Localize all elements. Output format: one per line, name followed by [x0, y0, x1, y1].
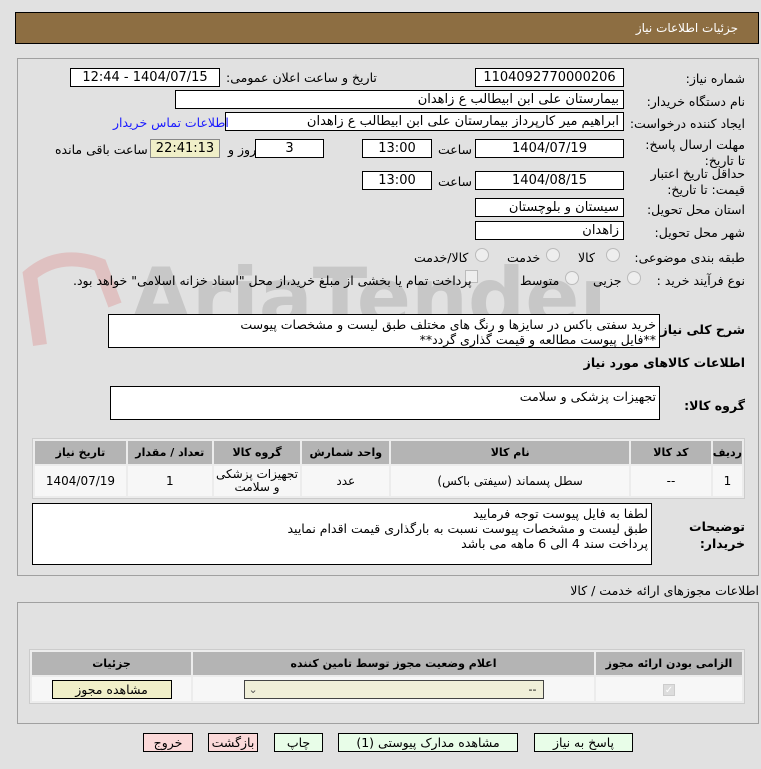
reply-button[interactable]: پاسخ به نیاز [534, 733, 633, 752]
required-checkbox[interactable]: ✓ [663, 684, 675, 696]
col-qty: تعداد / مقدار [127, 441, 212, 464]
deadline-date-field[interactable]: 1404/07/19 [475, 139, 624, 158]
process-option-medium: متوسط [520, 273, 560, 288]
category-option-goods: کالا [578, 250, 595, 265]
deadline-label: مهلت ارسال پاسخ: تا تاریخ: [645, 137, 745, 168]
col-status: اعلام وضعیت مجوز توسط تامین کننده [193, 652, 594, 675]
col-details: جزئیات [32, 652, 191, 675]
days-label: روز و [228, 142, 257, 157]
deadline-time-field[interactable]: 13:00 [362, 139, 432, 158]
category-option-service: خدمت [507, 250, 541, 265]
permits-title: اطلاعات مجوزهای ارائه خدمت / کالا [570, 583, 759, 598]
print-button[interactable]: چاپ [274, 733, 323, 752]
col-row: ردیف [712, 441, 742, 464]
validity-date-field[interactable]: 1404/08/15 [475, 171, 624, 190]
creator-field[interactable]: ابراهیم میر کارپرداز بیمارستان علی ابن ا… [225, 112, 624, 131]
treasury-payment-checkbox[interactable] [465, 270, 478, 283]
validity-time-field[interactable]: 13:00 [362, 171, 432, 190]
col-required: الزامی بودن ارائه مجوز [596, 652, 742, 675]
col-code: کد کالا [631, 441, 711, 464]
col-date: تاریخ نیاز [35, 441, 126, 464]
remaining-label: ساعت باقی مانده [55, 142, 148, 157]
validity-label: حداقل تاریخ اعتبار قیمت: تا تاریخ: [650, 166, 745, 197]
cell-qty: 1 [127, 466, 212, 496]
description-textarea[interactable]: خرید سفتی باکس در سایزها و رنگ های مختلف… [108, 314, 660, 348]
countdown-timer: 22:41:13 [150, 139, 220, 158]
exit-button[interactable]: خروج [143, 733, 193, 752]
buyer-org-field[interactable]: بیمارستان علی ابن ابیطالب ع زاهدان [175, 90, 624, 109]
col-group: گروه کالا [213, 441, 301, 464]
deadline-time-label: ساعت [438, 142, 473, 157]
table-header-row: ردیف کد کالا نام کالا واحد شمارش گروه کا… [35, 441, 742, 464]
items-table: ردیف کد کالا نام کالا واحد شمارش گروه کا… [32, 438, 745, 499]
table-row: ✓ -- ⌄ مشاهده مجوز [32, 677, 742, 701]
table-row: 1 -- سطل پسماند (سیفتی باکس) عدد تجهیزات… [35, 466, 742, 496]
category-option-both: کالا/خدمت [414, 250, 469, 265]
permit-status-select[interactable]: -- ⌄ [243, 679, 544, 699]
need-number-label: شماره نیاز: [685, 71, 745, 86]
buyer-contact-link[interactable]: اطلاعات تماس خریدار [113, 115, 229, 130]
goods-info-title: اطلاعات کالاهای مورد نیاز [583, 355, 745, 370]
payment-note: پرداخت تمام یا بخشی از مبلغ خرید،از محل … [73, 273, 472, 288]
province-label: استان محل تحویل: [646, 202, 745, 217]
category-radio-both[interactable] [475, 248, 489, 262]
permits-table: الزامی بودن ارائه مجوز اعلام وضعیت مجوز … [29, 649, 745, 704]
buyer-org-label: نام دستگاه خریدار: [646, 94, 745, 109]
cell-row: 1 [712, 466, 742, 496]
back-button[interactable]: بازگشت [208, 733, 258, 752]
description-label: شرح کلی نیاز: [655, 322, 745, 337]
process-label: نوع فرآیند خرید : [656, 273, 745, 288]
category-radio-goods[interactable] [606, 248, 620, 262]
category-label: طبقه بندی موضوعی: [634, 250, 745, 265]
goods-group-label: گروه کالا: [684, 398, 745, 413]
cell-code: -- [631, 466, 711, 496]
page-header: جزئیات اطلاعات نیاز [15, 12, 759, 44]
goods-group-textarea[interactable]: تجهیزات پزشکی و سلامت [110, 386, 660, 420]
process-option-minor: جزیی [593, 273, 622, 288]
col-unit: واحد شمارش [302, 441, 390, 464]
process-radio-medium[interactable] [565, 271, 579, 285]
col-name: نام کالا [391, 441, 630, 464]
cell-date: 1404/07/19 [35, 466, 126, 496]
buyer-notes-textarea[interactable]: لطفا به فایل پیوست توجه فرمایید طبق لیست … [32, 503, 652, 565]
province-field[interactable]: سیستان و بلوچستان [475, 198, 624, 217]
validity-time-label: ساعت [438, 174, 473, 189]
cell-name: سطل پسماند (سیفتی باکس) [391, 466, 630, 496]
city-label: شهر محل تحویل: [654, 225, 745, 240]
city-field[interactable]: زاهدان [475, 221, 624, 240]
chevron-down-icon: ⌄ [248, 682, 258, 696]
category-radio-service[interactable] [546, 248, 560, 262]
buyer-notes-label: توضیحات خریدار: [689, 519, 745, 551]
page-title: جزئیات اطلاعات نیاز [635, 21, 738, 35]
process-radio-minor[interactable] [627, 271, 641, 285]
announce-label: تاریخ و ساعت اعلان عمومی: [226, 70, 377, 85]
creator-label: ایجاد کننده درخواست: [629, 116, 745, 131]
cell-unit: عدد [302, 466, 390, 496]
view-permit-button[interactable]: مشاهده مجوز [51, 679, 172, 699]
need-number-field[interactable]: 1104092770000206 [475, 68, 624, 87]
days-remaining-field: 3 [255, 139, 324, 158]
attachments-button[interactable]: مشاهده مدارک پیوستی (1) [338, 733, 518, 752]
cell-group: تجهیزات پزشکی و سلامت [213, 466, 301, 496]
announce-field[interactable]: 1404/07/15 - 12:44 [70, 68, 220, 87]
